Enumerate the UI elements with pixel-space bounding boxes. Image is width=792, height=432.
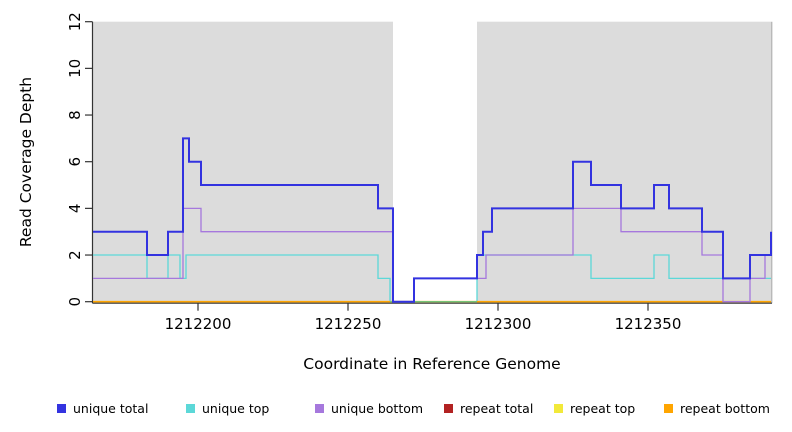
- y-tick-label: 10: [66, 59, 84, 78]
- y-tick-label: 2: [66, 250, 84, 260]
- legend-swatch-repeat-bottom: [664, 403, 673, 413]
- legend-swatch-unique-bottom: [315, 403, 324, 413]
- legend-label: unique bottom: [331, 400, 424, 416]
- legend-label: repeat top: [570, 400, 636, 416]
- x-tick-label: 1212300: [465, 315, 532, 333]
- x-tick-label: 1212200: [165, 315, 232, 333]
- legend-label: repeat total: [460, 400, 534, 416]
- legend-item-repeat-top: repeat top: [554, 399, 635, 417]
- shaded-coverage-region: [477, 21, 771, 304]
- chart-generated-content: 0 2 4 6 8 10 12 1212200 1212250 1212300 1212350: [66, 12, 773, 333]
- legend-swatch-unique-top: [186, 403, 195, 413]
- legend-label: unique total: [73, 400, 149, 416]
- legend-swatch-repeat-top: [554, 403, 563, 413]
- legend-swatch-repeat-total: [444, 403, 453, 413]
- series-unique-total: [93, 137, 772, 303]
- y-tick-label: 8: [66, 110, 84, 120]
- y-tick-label: 0: [66, 297, 84, 307]
- legend-label: repeat bottom: [680, 400, 770, 416]
- y-tick-label: 12: [66, 12, 84, 31]
- chart-legend: unique total unique top unique bottom repea…: [0, 399, 792, 419]
- coverage-chart: 0 2 4 6 8 10 12 1212200 1212250 1212300 1212350 Co…: [17, 12, 773, 373]
- shaded-coverage-region: [93, 21, 393, 304]
- legend-item-repeat-total: repeat total: [444, 399, 533, 417]
- y-tick-label: 6: [66, 157, 84, 167]
- x-tick-label: 1212250: [315, 315, 382, 333]
- legend-item-unique-bottom: unique bottom: [315, 399, 423, 417]
- legend-item-unique-top: unique top: [186, 399, 269, 417]
- series-unique-top: [93, 254, 771, 303]
- x-axis-label: Coordinate in Reference Genome: [303, 355, 560, 373]
- legend-swatch-unique-total: [57, 403, 66, 413]
- legend-item-repeat-bottom: repeat bottom: [664, 399, 770, 417]
- y-tick-label: 4: [66, 204, 84, 214]
- series-unique-bottom: [93, 207, 771, 303]
- legend-item-unique-total: unique total: [57, 399, 148, 417]
- legend-label: unique top: [202, 400, 270, 416]
- x-tick-label: 1212350: [615, 315, 682, 333]
- y-axis-label: Read Coverage Depth: [17, 77, 35, 247]
